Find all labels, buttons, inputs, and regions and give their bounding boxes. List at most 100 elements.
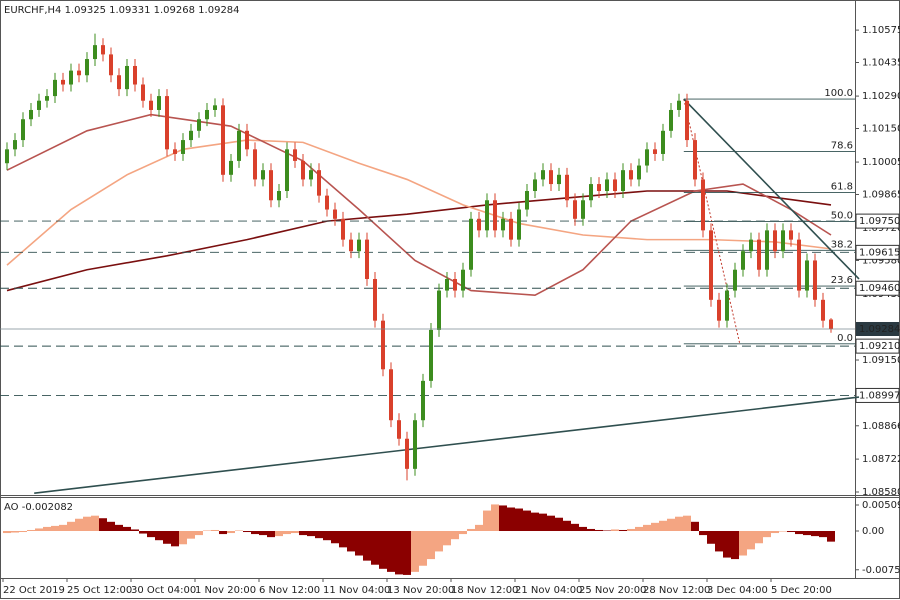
ao-bar [531, 512, 539, 532]
ao-bar [115, 524, 123, 532]
fib-label: 50.0 [831, 210, 853, 221]
x-tick-label: 21 Nov 04:00 [515, 585, 582, 596]
candle-body [509, 218, 513, 240]
ao-bar [43, 526, 51, 532]
ao-bar [611, 529, 619, 532]
candle-body [621, 170, 625, 192]
candle-body [85, 59, 89, 76]
ao-bar [803, 531, 811, 536]
candle-body [181, 140, 185, 154]
ao-bar [315, 531, 323, 539]
candle-body [557, 174, 561, 185]
ao-bar [555, 517, 563, 532]
candle-body [573, 200, 577, 219]
candle-body [469, 218, 473, 270]
candle-body [701, 179, 705, 231]
candle-body [173, 149, 177, 154]
fib-label: 61.8 [831, 182, 853, 193]
candle-body [189, 130, 193, 141]
level-label-box [855, 213, 900, 229]
candle-body [205, 109, 209, 120]
ao-bar [219, 531, 227, 535]
candle-body [797, 239, 801, 291]
candle-body [5, 149, 9, 164]
candle-body [773, 230, 777, 252]
level-label-box [855, 338, 900, 354]
ao-bar [571, 523, 579, 532]
ao-bar [19, 531, 27, 533]
ao-bar [811, 531, 819, 537]
moving-average [6, 113, 832, 297]
level-label: 1.09615 [859, 247, 900, 258]
candle-body [149, 100, 153, 110]
candle-body [333, 209, 337, 219]
ao-bar [259, 531, 267, 536]
trendline [34, 396, 860, 494]
ao-bar [203, 530, 211, 532]
fib-label: 23.6 [831, 275, 853, 286]
x-tick-label: 25 Nov 20:00 [579, 585, 646, 596]
moving-average [6, 190, 832, 292]
ao-bar [443, 531, 451, 546]
ao-bar [787, 531, 795, 533]
candle-body [77, 70, 81, 76]
candle-body [141, 84, 145, 101]
candle-body [37, 100, 41, 110]
candle-body [269, 170, 273, 201]
ao-bar [179, 531, 187, 545]
ao-bar [691, 521, 699, 532]
candle-body [645, 149, 649, 166]
ao-bar [75, 518, 83, 532]
candle-body [93, 45, 97, 60]
ao-bar [187, 531, 195, 539]
ao-bar [499, 505, 507, 532]
candle-body [461, 269, 465, 291]
ao-bar [579, 526, 587, 532]
candle-body [717, 299, 721, 321]
y-tick-label: 0.00 [862, 526, 884, 537]
candle-body [629, 170, 633, 180]
candle-body [677, 100, 681, 110]
candle-body [13, 140, 17, 150]
candle-body [357, 239, 361, 252]
ao-bar [275, 531, 283, 537]
ao-bar [619, 529, 627, 532]
ao-bar [307, 531, 315, 537]
candle-body [821, 299, 825, 321]
candle-body [285, 149, 289, 192]
candle-body [613, 179, 617, 192]
ao-bar [627, 528, 635, 532]
ao-bar [587, 528, 595, 532]
candle-body [157, 96, 161, 110]
level-label-box [855, 244, 900, 260]
ao-bar [595, 529, 603, 532]
candle-body [741, 251, 745, 270]
candle-body [733, 269, 737, 291]
y-tick-label: 1.10290 [862, 91, 900, 102]
ao-bar [411, 531, 419, 572]
candle-body [485, 200, 489, 231]
candle-body [405, 438, 409, 469]
ao-bar [683, 515, 691, 532]
candle-body [637, 165, 641, 180]
ao-bar [155, 531, 163, 541]
candle-body [685, 100, 689, 141]
ao-bar [795, 531, 803, 535]
ao-bar [435, 531, 443, 552]
candle-body [21, 119, 25, 141]
ao-bar [491, 504, 499, 532]
level-label: 1.09750 [859, 216, 900, 227]
ao-bar [427, 531, 435, 560]
candle-body [373, 278, 377, 321]
ao-bar [475, 524, 483, 532]
ao-bar [339, 531, 347, 548]
candle-body [765, 230, 769, 270]
candle-body [317, 170, 321, 196]
moving-average [6, 139, 832, 266]
x-tick-label: 5 Dec 20:00 [771, 585, 832, 596]
candle-body [749, 239, 753, 252]
ao-bar [267, 531, 275, 538]
